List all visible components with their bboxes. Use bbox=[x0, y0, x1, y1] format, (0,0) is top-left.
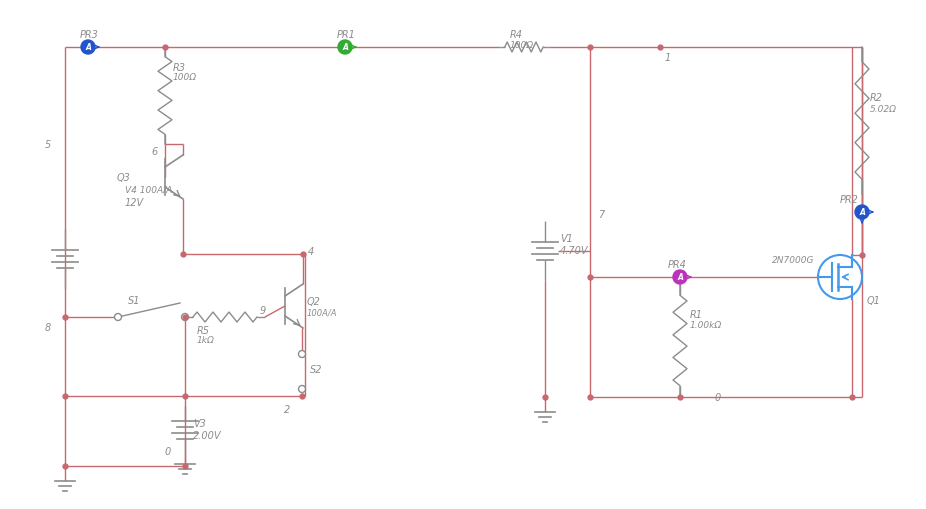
Circle shape bbox=[673, 270, 687, 285]
Text: PR1: PR1 bbox=[337, 30, 356, 40]
Text: R5: R5 bbox=[197, 325, 210, 335]
Text: 9: 9 bbox=[260, 305, 267, 316]
Circle shape bbox=[338, 41, 352, 55]
Text: Q1: Q1 bbox=[867, 295, 881, 305]
Text: A: A bbox=[85, 43, 91, 52]
Circle shape bbox=[855, 206, 869, 219]
Circle shape bbox=[298, 386, 306, 393]
Circle shape bbox=[298, 351, 306, 358]
Text: 100Ω: 100Ω bbox=[510, 41, 534, 50]
Text: R1: R1 bbox=[690, 309, 703, 319]
Text: 5.02Ω: 5.02Ω bbox=[870, 105, 897, 114]
Text: R4: R4 bbox=[510, 30, 523, 40]
Text: 4.70V: 4.70V bbox=[560, 245, 589, 256]
Text: 0: 0 bbox=[165, 446, 171, 456]
Circle shape bbox=[115, 314, 121, 321]
Text: R2: R2 bbox=[870, 93, 883, 103]
Text: 2: 2 bbox=[284, 404, 290, 414]
Text: 12V: 12V bbox=[125, 197, 144, 208]
Text: PR3: PR3 bbox=[80, 30, 99, 40]
Text: 1kΩ: 1kΩ bbox=[197, 335, 215, 344]
Text: S1: S1 bbox=[128, 295, 141, 305]
Text: PR4: PR4 bbox=[668, 260, 687, 269]
Text: Q2: Q2 bbox=[307, 296, 321, 306]
Text: Q3: Q3 bbox=[117, 173, 131, 183]
Text: V1: V1 bbox=[560, 234, 573, 243]
Text: 7: 7 bbox=[598, 210, 605, 219]
Text: 1.00kΩ: 1.00kΩ bbox=[690, 320, 722, 329]
Circle shape bbox=[181, 314, 189, 321]
Text: 2N7000G: 2N7000G bbox=[772, 256, 815, 265]
Text: 0: 0 bbox=[715, 392, 721, 402]
Text: V3: V3 bbox=[193, 418, 206, 428]
Text: 1: 1 bbox=[665, 53, 671, 63]
Text: PR2: PR2 bbox=[840, 194, 859, 205]
Text: R3: R3 bbox=[173, 63, 186, 73]
Text: A: A bbox=[677, 273, 683, 282]
Text: 2.00V: 2.00V bbox=[193, 430, 221, 440]
Text: 100A/A: 100A/A bbox=[307, 308, 337, 318]
Circle shape bbox=[818, 256, 862, 299]
Text: 5: 5 bbox=[44, 140, 51, 150]
Text: 8: 8 bbox=[44, 322, 51, 332]
Text: A: A bbox=[859, 208, 865, 217]
Circle shape bbox=[81, 41, 95, 55]
Text: V4 100A/A: V4 100A/A bbox=[125, 186, 172, 194]
Text: S2: S2 bbox=[310, 364, 322, 374]
Text: 4: 4 bbox=[308, 246, 314, 257]
Text: 6: 6 bbox=[151, 147, 157, 157]
Text: 100Ω: 100Ω bbox=[173, 73, 197, 82]
Text: A: A bbox=[342, 43, 348, 52]
